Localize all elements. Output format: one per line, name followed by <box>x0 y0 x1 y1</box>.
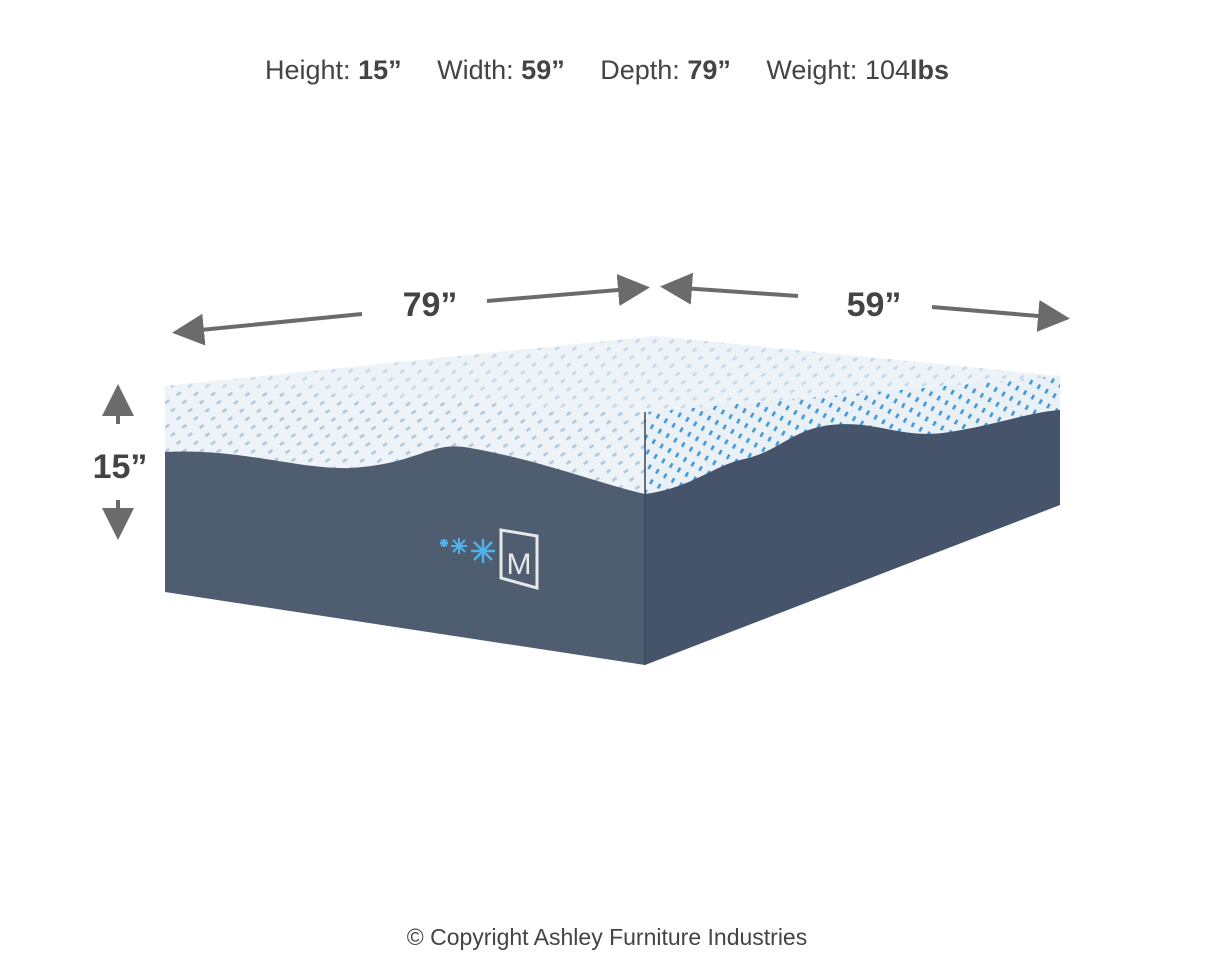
spec-width: Width: 59” <box>437 55 565 85</box>
arrow-left-icon <box>660 272 799 305</box>
mattress <box>165 336 1060 665</box>
brand-logo: M <box>440 528 539 590</box>
copyright-notice: © Copyright Ashley Furniture Industries <box>406 924 808 950</box>
spec-label: Weight: <box>766 55 858 85</box>
depth-arrows <box>172 274 650 346</box>
spec-value: 15” <box>358 55 402 85</box>
spec-value: 59” <box>521 55 565 85</box>
width-label: 59” <box>847 286 902 324</box>
spec-depth: Depth: 79” <box>600 55 731 85</box>
spec-height: Height: 15” <box>265 55 402 85</box>
arrow-left-icon <box>172 312 363 346</box>
height-label: 15” <box>93 448 148 486</box>
left-base-face <box>165 446 645 665</box>
snowflake-icon <box>440 538 495 563</box>
arrow-right-icon <box>931 300 1070 332</box>
spec-value: 79” <box>687 55 731 85</box>
logo-letter: M <box>507 548 532 581</box>
width-arrows <box>660 272 1070 332</box>
spec-label: Height: <box>264 55 351 85</box>
arrow-right-icon <box>486 274 650 306</box>
spec-label: Depth: <box>600 55 680 85</box>
spec-unit: lbs <box>910 55 950 85</box>
spec-label: Width: <box>437 55 514 85</box>
right-base-face <box>645 410 1060 665</box>
specs-bar: Height: 15” Width: 59” Depth: 79” Weight… <box>0 55 1214 86</box>
depth-label: 79” <box>403 286 458 324</box>
spec-value: 104 <box>864 55 910 85</box>
spec-weight: Weight: 104lbs <box>766 55 949 85</box>
